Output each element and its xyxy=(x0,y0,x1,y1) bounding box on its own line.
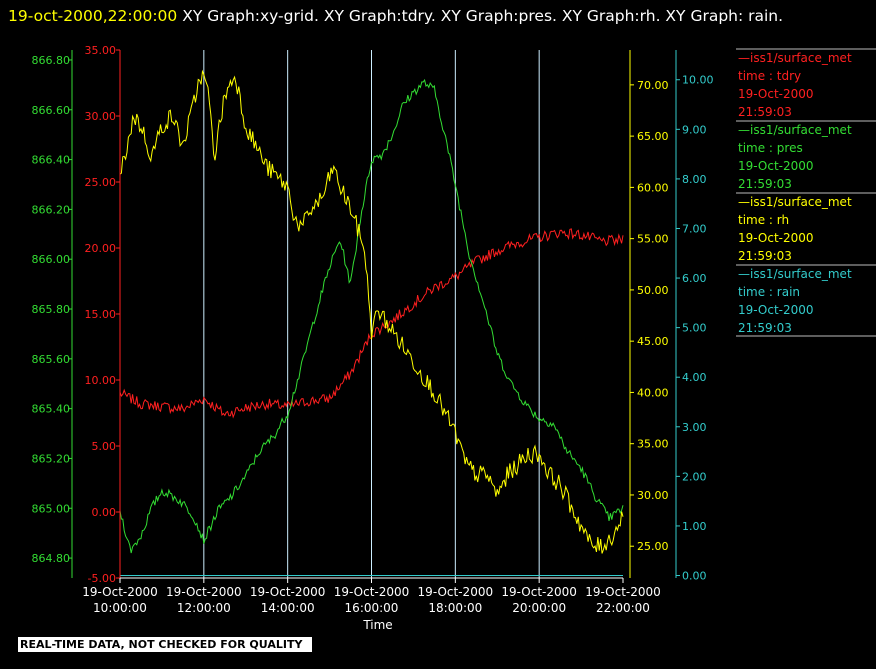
pres-tick-label: 866.60 xyxy=(32,104,71,117)
pres-tick-label: 864.80 xyxy=(32,552,71,565)
legend-entry-rh: 21:59:03 xyxy=(738,249,792,263)
pres-tick-label: 865.40 xyxy=(32,403,71,416)
pres-tick-label: 865.00 xyxy=(32,502,71,515)
rh-series-line xyxy=(119,69,624,554)
rain-tick-label: 4.00 xyxy=(682,371,707,384)
legend-entry-rh: time : rh xyxy=(738,213,789,227)
pres-tick-label: 865.80 xyxy=(32,303,71,316)
graph-list-text: XY Graph:xy-grid. XY Graph:tdry. XY Grap… xyxy=(177,7,784,25)
grid-lines xyxy=(203,50,540,578)
x-tick-label: 14:00:00 xyxy=(261,601,315,615)
rain-tick-label: 2.00 xyxy=(682,470,707,483)
pres-tick-label: 866.40 xyxy=(32,154,71,167)
x-tick-label: 16:00:00 xyxy=(345,601,399,615)
x-tick-label: 20:00:00 xyxy=(512,601,566,615)
pres-tick-label: 866.20 xyxy=(32,203,71,216)
pres-tick-label: 865.60 xyxy=(32,353,71,366)
rh-tick-label: 55.00 xyxy=(637,233,669,246)
x-tick-label: 19-Oct-2000 xyxy=(82,585,158,599)
legend-entry-tdry: 19-Oct-2000 xyxy=(738,87,814,101)
legend-entry-pres: time : pres xyxy=(738,141,803,155)
series-lines xyxy=(119,69,624,576)
rain-tick-label: 6.00 xyxy=(682,272,707,285)
tdry-tick-label: 25.00 xyxy=(85,176,117,189)
tdry-tick-label: -5.00 xyxy=(88,572,116,585)
axes: 864.80 865.00 865.20 865.40 865.60 865.80 866.… xyxy=(32,44,714,585)
pres-tick-label: 866.80 xyxy=(32,54,71,67)
rain-tick-label: 0.00 xyxy=(682,570,707,583)
legend-entry-rain: 19-Oct-2000 xyxy=(738,303,814,317)
x-tick-label: 19-Oct-2000 xyxy=(585,585,661,599)
rh-tick-label: 45.00 xyxy=(637,335,669,348)
pres-tick-label: 865.20 xyxy=(32,452,71,465)
x-axis-label: Time xyxy=(362,618,392,632)
quality-notice: REAL-TIME DATA, NOT CHECKED FOR QUALITY xyxy=(18,637,313,652)
rain-tick-label: 7.00 xyxy=(682,222,707,235)
rain-tick-label: 1.00 xyxy=(682,520,707,533)
tdry-tick-label: 10.00 xyxy=(85,374,117,387)
legend-entry-tdry: —iss1/surface_met xyxy=(738,51,852,65)
x-tick-label: 22:00:00 xyxy=(596,601,650,615)
x-tick-label: 19-Oct-2000 xyxy=(501,585,577,599)
tdry-tick-label: 15.00 xyxy=(85,308,117,321)
x-axis: 19-Oct-2000 10:00:00 19-Oct-2000 12:00:00 19… xyxy=(82,577,661,615)
legend-entry-rh: —iss1/surface_met xyxy=(738,195,852,209)
legend-entry-pres: 21:59:03 xyxy=(738,177,792,191)
rh-tick-label: 65.00 xyxy=(637,130,669,143)
x-tick-label: 18:00:00 xyxy=(428,601,482,615)
x-tick-label: 12:00:00 xyxy=(177,601,231,615)
legend-entry-tdry: time : tdry xyxy=(738,69,801,83)
x-tick-label: 19-Oct-2000 xyxy=(166,585,242,599)
legend-entry-rain: —iss1/surface_met xyxy=(738,267,852,281)
legend-entry-rh: 19-Oct-2000 xyxy=(738,231,814,245)
x-tick-label: 19-Oct-2000 xyxy=(250,585,326,599)
tdry-tick-label: 20.00 xyxy=(85,242,117,255)
rh-tick-label: 35.00 xyxy=(637,438,669,451)
rain-tick-label: 8.00 xyxy=(682,173,707,186)
graph-timestamp: 19-oct-2000,22:00:00 xyxy=(8,7,178,25)
pres-series-line xyxy=(119,78,624,554)
rh-tick-label: 60.00 xyxy=(637,181,669,194)
rain-tick-label: 3.00 xyxy=(682,421,707,434)
rain-tick-label: 9.00 xyxy=(682,123,707,136)
pres-tick-label: 866.00 xyxy=(32,253,71,266)
tdry-tick-label: 30.00 xyxy=(85,110,117,123)
rain-tick-label: 10.00 xyxy=(682,74,714,87)
rh-tick-label: 70.00 xyxy=(637,79,669,92)
legend-entry-tdry: 21:59:03 xyxy=(738,105,792,119)
legend-entry-rain: time : rain xyxy=(738,285,800,299)
legend-entry-rain: 21:59:03 xyxy=(738,321,792,335)
rh-tick-label: 50.00 xyxy=(637,284,669,297)
rh-tick-label: 30.00 xyxy=(637,489,669,502)
x-tick-label: 10:00:00 xyxy=(93,601,147,615)
tdry-tick-label: 5.00 xyxy=(92,440,117,453)
tdry-tick-label: 0.00 xyxy=(92,506,117,519)
rh-tick-label: 25.00 xyxy=(637,540,669,553)
legend-entry-pres: 19-Oct-2000 xyxy=(738,159,814,173)
legend-entry-pres: —iss1/surface_met xyxy=(738,123,852,137)
rh-tick-label: 40.00 xyxy=(637,386,669,399)
rain-tick-label: 5.00 xyxy=(682,322,707,335)
x-tick-label: 19-Oct-2000 xyxy=(334,585,410,599)
tdry-tick-label: 35.00 xyxy=(85,44,117,57)
graph-title-bar: 19-oct-2000,22:00:00 XY Graph:xy-grid. X… xyxy=(8,2,868,30)
x-tick-label: 19-Oct-2000 xyxy=(418,585,494,599)
